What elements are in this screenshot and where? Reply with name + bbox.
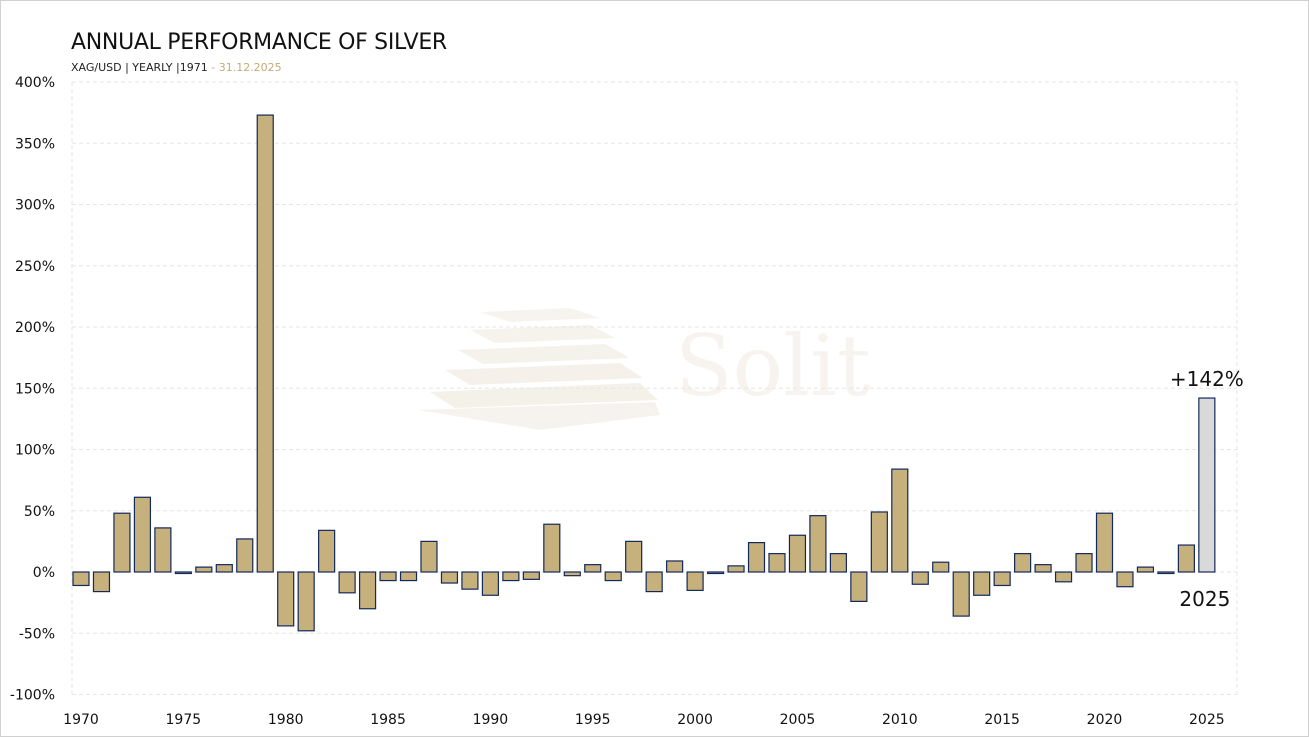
- y-tick-label: 400%: [15, 75, 55, 91]
- bar-2024: [1177, 544, 1195, 573]
- y-tick-label: 50%: [24, 504, 55, 520]
- bar-1978: [236, 538, 254, 573]
- y-tick-label: 150%: [15, 381, 55, 397]
- bar-1995: [584, 564, 602, 573]
- bar-1983: [338, 571, 356, 594]
- y-tick-label: 100%: [15, 443, 55, 459]
- bar-2001: [706, 571, 725, 575]
- bar-1986: [399, 571, 418, 582]
- chart-subtitle: XAG/USD | YEARLY |1971 - 31.12.2025: [71, 61, 282, 74]
- bar-2007: [829, 553, 847, 573]
- bar-2006: [809, 515, 827, 573]
- bar-1989: [461, 571, 479, 590]
- bar-1987: [420, 540, 438, 573]
- subtitle-date: - 31.12.2025: [207, 61, 282, 74]
- bar-1973: [133, 496, 152, 573]
- bar-2017: [1034, 564, 1052, 573]
- bar-1996: [604, 571, 622, 582]
- bar-1971: [92, 571, 111, 593]
- bar-2022: [1136, 566, 1155, 573]
- x-tick-label: 1975: [166, 712, 202, 728]
- y-tick-label: 250%: [15, 259, 55, 275]
- x-tick-label: 1970: [63, 712, 99, 728]
- bar-1974: [154, 527, 172, 573]
- bar-2015: [993, 571, 1011, 587]
- bar-2004: [768, 553, 786, 573]
- bar-2014: [973, 571, 991, 596]
- bar-1970: [72, 571, 90, 587]
- bar-2010: [891, 468, 909, 573]
- bar-1984: [358, 571, 377, 610]
- subtitle-main: XAG/USD | YEARLY |1971: [71, 61, 208, 74]
- chart-title: ANNUAL PERFORMANCE OF SILVER: [71, 30, 447, 55]
- bar-1982: [318, 529, 336, 573]
- bar-2000: [686, 571, 704, 591]
- y-tick-label: -100%: [10, 688, 55, 704]
- x-tick-label: 1990: [473, 712, 509, 728]
- bar-2013: [952, 571, 970, 617]
- x-tick-label: 2015: [984, 712, 1020, 728]
- bar-2009: [870, 511, 888, 573]
- bar-2018: [1054, 571, 1073, 583]
- bar-1985: [379, 571, 397, 582]
- grid-lines: [71, 81, 1238, 695]
- bar-2019: [1075, 553, 1093, 573]
- x-tick-label: 1985: [370, 712, 406, 728]
- bar-1990: [481, 571, 499, 596]
- bar-1998: [645, 571, 663, 593]
- bar-2012: [932, 561, 950, 573]
- x-tick-label: 2000: [677, 712, 713, 728]
- watermark-text: Solit: [675, 317, 871, 415]
- bar-1981: [297, 571, 315, 632]
- bar-1997: [625, 540, 643, 573]
- bar-1992: [522, 571, 540, 580]
- y-tick-label: 0%: [33, 565, 55, 581]
- bar-1988: [440, 571, 459, 584]
- x-tick-label: 2010: [882, 712, 918, 728]
- bar-1999: [666, 560, 684, 573]
- bar-1993: [543, 523, 561, 573]
- bar-2025: [1198, 397, 1216, 573]
- x-tick-label: 2020: [1087, 712, 1123, 728]
- bar-2021: [1116, 571, 1134, 588]
- bar-2005: [788, 534, 807, 573]
- bar-1991: [502, 571, 520, 582]
- bar-1975: [174, 571, 192, 575]
- y-axis-ticks: 400% 350% 300% 250% 200% 150% 100% 50% 0% -50% -10…: [10, 75, 55, 704]
- bar-1979: [256, 114, 274, 573]
- bar-1977: [215, 564, 233, 573]
- highlight-value-label: +142%: [1170, 367, 1244, 391]
- highlight-year-label: 2025: [1179, 587, 1230, 611]
- bar-2016: [1014, 553, 1032, 573]
- bar-2023: [1157, 571, 1175, 575]
- bar-2002: [727, 565, 745, 573]
- y-tick-label: 350%: [15, 136, 55, 152]
- bars: [72, 114, 1216, 632]
- bar-2011: [911, 571, 929, 585]
- x-axis-ticks: 1970 1975 1980 1985 1990 1995 2000 2005 2010 2015…: [63, 712, 1224, 728]
- bar-1994: [563, 571, 581, 577]
- y-tick-label: -50%: [19, 626, 55, 642]
- bar-1976: [195, 566, 213, 573]
- y-tick-label: 200%: [15, 320, 55, 336]
- bar-1972: [113, 512, 131, 573]
- bar-1980: [277, 571, 295, 627]
- bar-2003: [747, 541, 766, 573]
- x-tick-label: 1995: [575, 712, 611, 728]
- bar-2020: [1095, 512, 1114, 573]
- x-tick-label: 2005: [780, 712, 816, 728]
- bar-2008: [850, 571, 868, 602]
- y-tick-label: 300%: [15, 198, 55, 214]
- x-tick-label: 2025: [1189, 712, 1225, 728]
- solit-watermark-logo: Solit: [418, 308, 871, 430]
- x-tick-label: 1980: [268, 712, 304, 728]
